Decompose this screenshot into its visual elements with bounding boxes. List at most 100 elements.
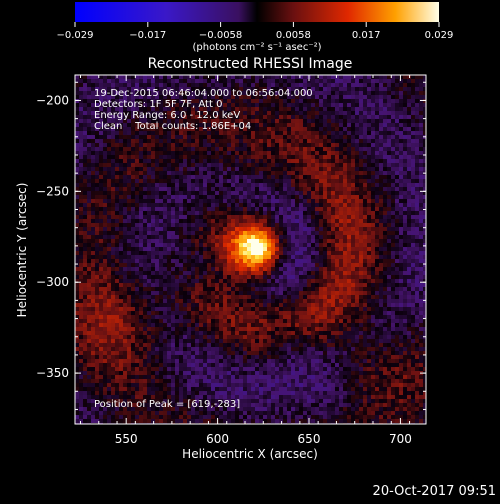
heatmap-pixel bbox=[211, 147, 215, 151]
heatmap-pixel bbox=[203, 195, 207, 199]
heatmap-pixel bbox=[335, 243, 339, 247]
heatmap-pixel bbox=[75, 75, 79, 79]
heatmap-pixel bbox=[335, 171, 339, 175]
heatmap-pixel bbox=[87, 263, 91, 267]
heatmap-pixel bbox=[119, 243, 123, 247]
heatmap-pixel bbox=[339, 139, 343, 143]
heatmap-pixel bbox=[235, 147, 239, 151]
heatmap-pixel bbox=[243, 179, 247, 183]
heatmap-pixel bbox=[403, 135, 407, 139]
heatmap-pixel bbox=[355, 187, 359, 191]
heatmap-pixel bbox=[183, 139, 187, 143]
heatmap-pixel bbox=[163, 147, 167, 151]
heatmap-pixel bbox=[419, 115, 423, 119]
heatmap-pixel bbox=[403, 87, 407, 91]
heatmap-pixel bbox=[311, 251, 315, 255]
heatmap-pixel bbox=[79, 147, 83, 151]
heatmap-pixel bbox=[159, 151, 163, 155]
heatmap-pixel bbox=[235, 103, 239, 107]
heatmap-pixel bbox=[99, 195, 103, 199]
heatmap-pixel bbox=[311, 163, 315, 167]
heatmap-pixel bbox=[271, 203, 275, 207]
heatmap-pixel bbox=[147, 171, 151, 175]
heatmap-pixel bbox=[383, 159, 387, 163]
heatmap-pixel bbox=[363, 123, 367, 127]
heatmap-pixel bbox=[151, 215, 155, 219]
heatmap-pixel bbox=[143, 255, 147, 259]
heatmap-pixel bbox=[343, 123, 347, 127]
heatmap-pixel bbox=[79, 91, 83, 95]
heatmap-pixel bbox=[391, 111, 395, 115]
heatmap-pixel bbox=[167, 271, 171, 275]
heatmap-pixel bbox=[299, 99, 303, 103]
heatmap-pixel bbox=[287, 255, 291, 259]
heatmap-pixel bbox=[155, 203, 159, 207]
heatmap-pixel bbox=[119, 227, 123, 231]
heatmap-pixel bbox=[351, 203, 355, 207]
heatmap-pixel bbox=[227, 75, 231, 79]
heatmap-pixel bbox=[163, 247, 167, 251]
heatmap-pixel bbox=[115, 187, 119, 191]
heatmap-pixel bbox=[199, 139, 203, 143]
heatmap-pixel bbox=[275, 163, 279, 167]
heatmap-pixel bbox=[323, 211, 327, 215]
heatmap-pixel bbox=[359, 195, 363, 199]
heatmap-pixel bbox=[187, 175, 191, 179]
heatmap-pixel bbox=[315, 271, 319, 275]
heatmap-pixel bbox=[83, 235, 87, 239]
heatmap-pixel bbox=[391, 195, 395, 199]
heatmap-pixel bbox=[291, 83, 295, 87]
heatmap-pixel bbox=[279, 119, 283, 123]
heatmap-pixel bbox=[311, 139, 315, 143]
heatmap-pixel bbox=[331, 171, 335, 175]
heatmap-pixel bbox=[399, 103, 403, 107]
heatmap-pixel bbox=[315, 175, 319, 179]
heatmap-pixel bbox=[91, 283, 95, 287]
heatmap-pixel bbox=[275, 295, 279, 299]
heatmap-pixel bbox=[159, 255, 163, 259]
heatmap-pixel bbox=[111, 239, 115, 243]
heatmap-pixel bbox=[311, 215, 315, 219]
heatmap-pixel bbox=[195, 155, 199, 159]
heatmap-pixel bbox=[135, 279, 139, 283]
heatmap-pixel bbox=[295, 283, 299, 287]
heatmap-pixel bbox=[75, 91, 79, 95]
heatmap-pixel bbox=[255, 243, 259, 247]
heatmap-pixel bbox=[147, 83, 151, 87]
heatmap-pixel bbox=[275, 211, 279, 215]
heatmap-pixel bbox=[187, 187, 191, 191]
heatmap-pixel bbox=[159, 243, 163, 247]
heatmap-pixel bbox=[363, 95, 367, 99]
heatmap-pixel bbox=[103, 227, 107, 231]
heatmap-pixel bbox=[139, 239, 143, 243]
heatmap-pixel bbox=[315, 259, 319, 263]
heatmap-pixel bbox=[215, 227, 219, 231]
heatmap-pixel bbox=[187, 151, 191, 155]
heatmap-pixel bbox=[307, 139, 311, 143]
heatmap-pixel bbox=[75, 239, 79, 243]
heatmap-pixel bbox=[391, 151, 395, 155]
heatmap-pixel bbox=[95, 283, 99, 287]
heatmap-pixel bbox=[103, 267, 107, 271]
heatmap-pixel bbox=[375, 115, 379, 119]
heatmap-pixel bbox=[383, 211, 387, 215]
heatmap-pixel bbox=[75, 107, 79, 111]
heatmap-pixel bbox=[171, 163, 175, 167]
heatmap-pixel bbox=[403, 243, 407, 247]
heatmap-pixel bbox=[387, 239, 391, 243]
heatmap-pixel bbox=[87, 119, 91, 123]
heatmap-pixel bbox=[247, 139, 251, 143]
heatmap-pixel bbox=[255, 295, 259, 299]
heatmap-pixel bbox=[231, 243, 235, 247]
heatmap-pixel bbox=[171, 235, 175, 239]
heatmap-pixel bbox=[291, 231, 295, 235]
heatmap-pixel bbox=[131, 143, 135, 147]
heatmap-pixel bbox=[111, 275, 115, 279]
heatmap-pixel bbox=[115, 295, 119, 299]
heatmap-pixel bbox=[331, 187, 335, 191]
heatmap-pixel bbox=[379, 99, 383, 103]
heatmap-pixel bbox=[271, 235, 275, 239]
heatmap-pixel bbox=[267, 103, 271, 107]
heatmap-pixel bbox=[415, 115, 419, 119]
heatmap-pixel bbox=[263, 211, 267, 215]
